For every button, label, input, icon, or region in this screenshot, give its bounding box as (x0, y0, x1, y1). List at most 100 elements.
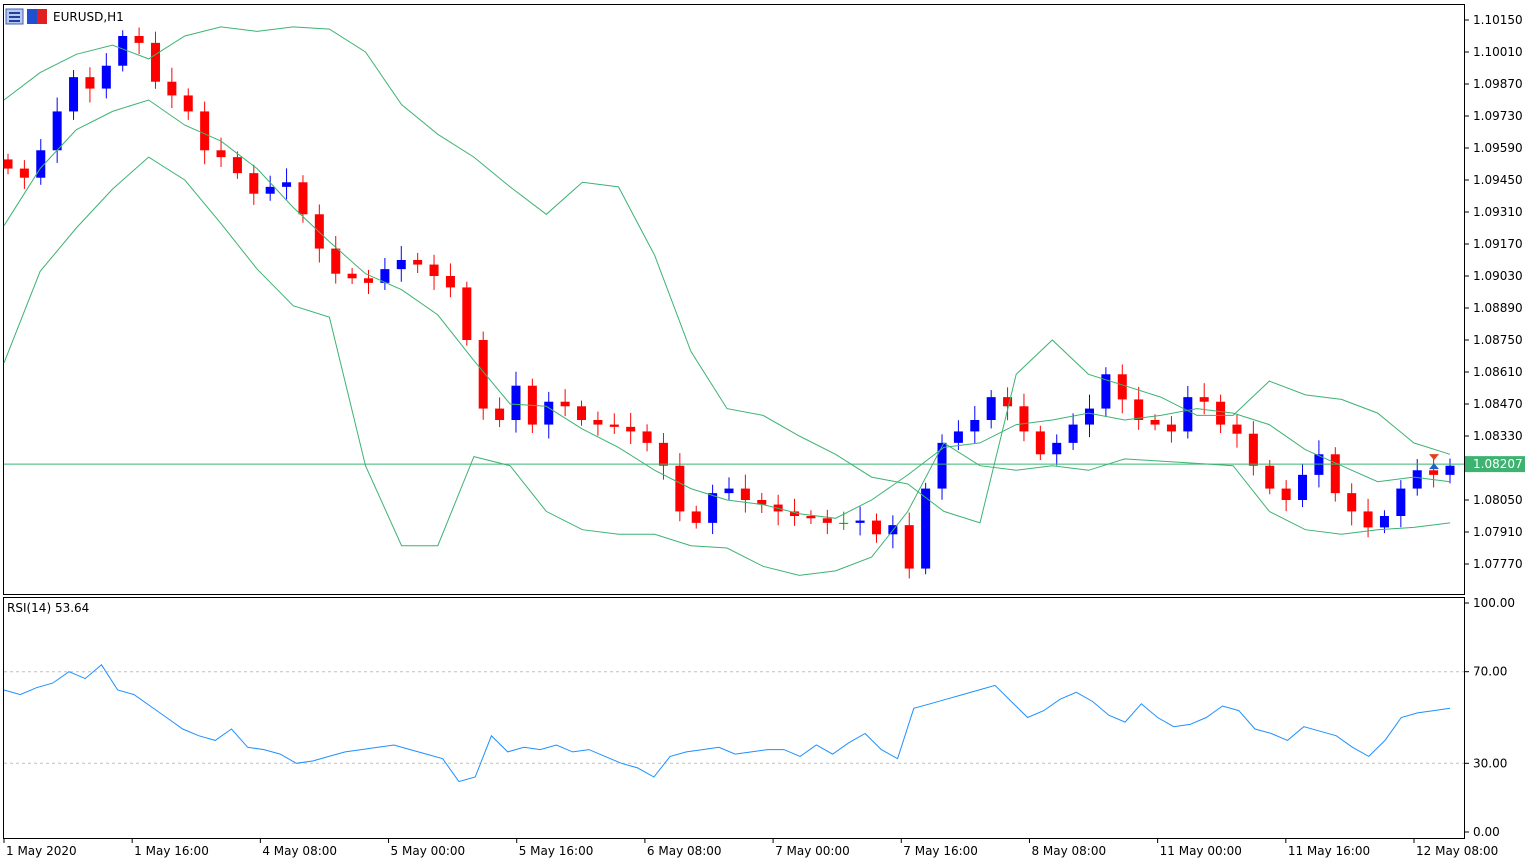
candle-body[interactable] (380, 269, 390, 283)
candle-body[interactable] (1068, 424, 1078, 443)
candle-body[interactable] (1084, 408, 1095, 425)
candle-body[interactable] (1216, 401, 1226, 425)
candle-body[interactable] (249, 173, 259, 194)
candle-body[interactable] (658, 442, 668, 466)
candle-body[interactable] (1412, 470, 1422, 489)
candle-body[interactable] (183, 95, 193, 112)
candle-body[interactable] (495, 408, 505, 420)
candle-body[interactable] (708, 493, 718, 523)
candle-body[interactable] (200, 111, 210, 151)
candle-body[interactable] (1347, 493, 1357, 512)
candle-body[interactable] (3, 159, 13, 169)
candle-body[interactable] (298, 182, 308, 215)
candle-body[interactable] (462, 287, 472, 340)
candle-body[interactable] (609, 424, 619, 427)
price-tick-label: 1.07910 (1473, 525, 1523, 539)
candle-body[interactable] (1035, 431, 1045, 455)
candle-body[interactable] (282, 182, 292, 187)
candle-body[interactable] (363, 278, 374, 283)
candle-body[interactable] (1379, 516, 1389, 528)
candle-body[interactable] (101, 65, 111, 89)
candle-body[interactable] (1298, 474, 1308, 500)
candle-body[interactable] (544, 401, 554, 425)
candle-body[interactable] (560, 401, 570, 407)
candle-body[interactable] (1003, 397, 1013, 407)
candle-body[interactable] (855, 520, 865, 523)
candle-body[interactable] (740, 488, 750, 500)
candle-body[interactable] (871, 520, 881, 535)
candle-body[interactable] (1232, 424, 1242, 434)
candle-body[interactable] (1166, 424, 1176, 432)
candle-body[interactable] (36, 150, 46, 178)
candle-body[interactable] (1183, 397, 1193, 432)
candle-body[interactable] (167, 81, 177, 96)
candle-body[interactable] (577, 406, 587, 420)
candle-body[interactable] (511, 385, 521, 420)
candle-body[interactable] (970, 420, 980, 432)
candle-body[interactable] (904, 525, 914, 569)
candle-body[interactable] (85, 77, 95, 89)
rsi-tick-label: 30.00 (1473, 756, 1507, 770)
candle-body[interactable] (1134, 399, 1144, 420)
candle-body[interactable] (937, 442, 947, 489)
current-price-tag (1465, 456, 1525, 473)
candle-body[interactable] (675, 465, 685, 512)
price-pane[interactable] (3, 26, 1464, 579)
candle-body[interactable] (1396, 488, 1406, 516)
candle-body[interactable] (1281, 488, 1291, 500)
candle-body[interactable] (1019, 406, 1029, 432)
price-tick-label: 1.08330 (1473, 429, 1523, 443)
candle-body[interactable] (1265, 465, 1275, 489)
buy-arrow-icon[interactable] (1429, 463, 1439, 470)
time-tick-label: 7 May 00:00 (775, 844, 850, 858)
candle-body[interactable] (1199, 397, 1209, 402)
candle-body[interactable] (790, 511, 800, 516)
candle-body[interactable] (1101, 374, 1111, 409)
candle-body[interactable] (52, 111, 62, 151)
candle-body[interactable] (757, 500, 767, 505)
bollinger-middle-band (3, 99, 1451, 519)
candle-body[interactable] (118, 36, 128, 66)
candle-body[interactable] (216, 150, 226, 158)
candle-body[interactable] (232, 157, 242, 174)
candle-body[interactable] (953, 431, 963, 443)
candle-body[interactable] (593, 420, 603, 425)
candle-body[interactable] (822, 518, 832, 523)
candle-body[interactable] (986, 397, 996, 420)
rsi-pane[interactable] (3, 664, 1464, 783)
candle-body[interactable] (691, 511, 701, 523)
candle-body[interactable] (1117, 374, 1127, 400)
candle-body[interactable] (265, 186, 275, 194)
candle-body[interactable] (19, 168, 29, 178)
candle-body[interactable] (69, 77, 79, 112)
chart-window-icon[interactable] (5, 8, 24, 25)
candle-body[interactable] (1330, 454, 1340, 494)
candle-body[interactable] (150, 42, 160, 82)
candle-body[interactable] (331, 248, 341, 274)
candle-body[interactable] (134, 36, 144, 43)
candle-body[interactable] (445, 276, 455, 288)
candle-body[interactable] (1445, 465, 1455, 475)
trading-icon[interactable] (27, 9, 47, 24)
candle-body[interactable] (1150, 420, 1160, 425)
candle-body[interactable] (347, 273, 357, 279)
candle-body[interactable] (1248, 433, 1258, 466)
price-tick-label: 1.08890 (1473, 301, 1523, 315)
sell-arrow-icon[interactable] (1429, 454, 1439, 461)
candle-body[interactable] (1052, 442, 1062, 455)
candle-body[interactable] (626, 426, 636, 432)
candle-body[interactable] (314, 214, 324, 249)
candle-body[interactable] (396, 260, 406, 270)
candle-body[interactable] (839, 522, 849, 524)
candle-body[interactable] (413, 260, 423, 265)
candle-body[interactable] (806, 516, 816, 519)
candle-body[interactable] (642, 431, 652, 443)
candle-body[interactable] (478, 340, 488, 409)
candle-body[interactable] (1363, 511, 1373, 528)
candle-body[interactable] (724, 488, 734, 494)
candle-body[interactable] (1429, 470, 1439, 475)
candle-body[interactable] (921, 488, 931, 569)
candle-body[interactable] (429, 264, 439, 276)
